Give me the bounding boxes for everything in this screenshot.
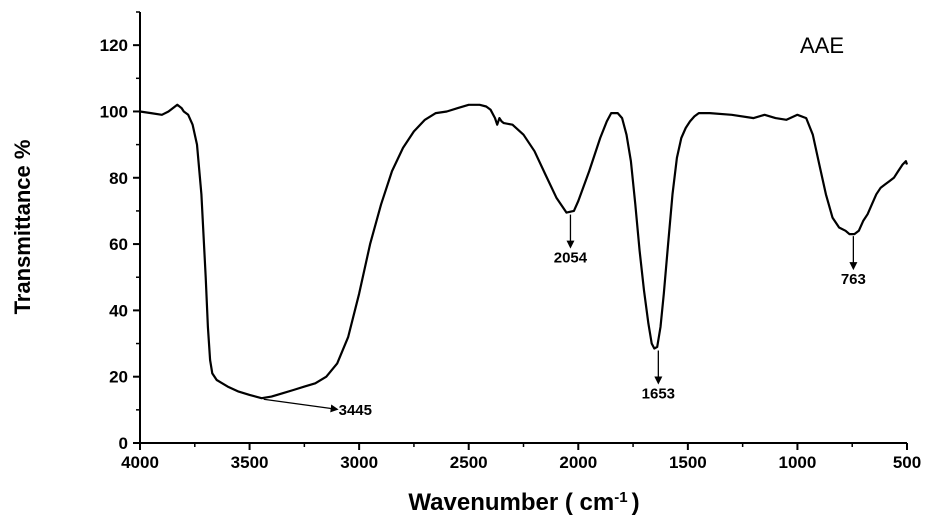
x-axis-title-main: Wavenumber ( cm <box>408 489 614 516</box>
series-layer <box>139 103 909 400</box>
y-tick-label: 80 <box>109 169 128 188</box>
x-tick-label: 1000 <box>779 453 817 472</box>
y-tick-label: 60 <box>109 235 128 254</box>
y-axis-title: Transmittance % <box>10 140 35 315</box>
x-tick-label: 2500 <box>450 453 488 472</box>
y-tick-label: 20 <box>109 368 128 387</box>
x-axis-title: Wavenumber ( cm-1) <box>408 489 639 517</box>
y-tick-label: 100 <box>100 102 128 121</box>
series-line-0 <box>139 103 909 400</box>
y-tick-label: 0 <box>119 434 128 453</box>
annotation-label: 3445 <box>339 402 372 419</box>
axes <box>139 12 907 444</box>
x-tick-label: 3500 <box>231 453 269 472</box>
annotation-label: 763 <box>841 271 866 288</box>
x-axis-title-end: ) <box>632 489 640 516</box>
x-axis-title-superscript: -1 <box>614 489 627 506</box>
annotation-label: 2054 <box>554 250 588 267</box>
ticks: 4000 3500 3000 2500 2000 1500 1000 500 0 20 40 60 80… <box>100 11 921 472</box>
x-tick-label: 500 <box>893 453 921 472</box>
annotations: 3445 2054 1653 763 <box>263 214 866 419</box>
annotation-label: 1653 <box>642 386 675 403</box>
x-tick-label: 3000 <box>340 453 378 472</box>
y-tick-label: 120 <box>100 36 128 55</box>
x-tick-label: 4000 <box>121 453 159 472</box>
y-tick-label: 40 <box>109 301 128 320</box>
legend-label: AAE <box>800 33 844 58</box>
annotation-arrow <box>263 398 339 413</box>
x-tick-label: 2000 <box>559 453 597 472</box>
x-tick-label: 1500 <box>669 453 707 472</box>
